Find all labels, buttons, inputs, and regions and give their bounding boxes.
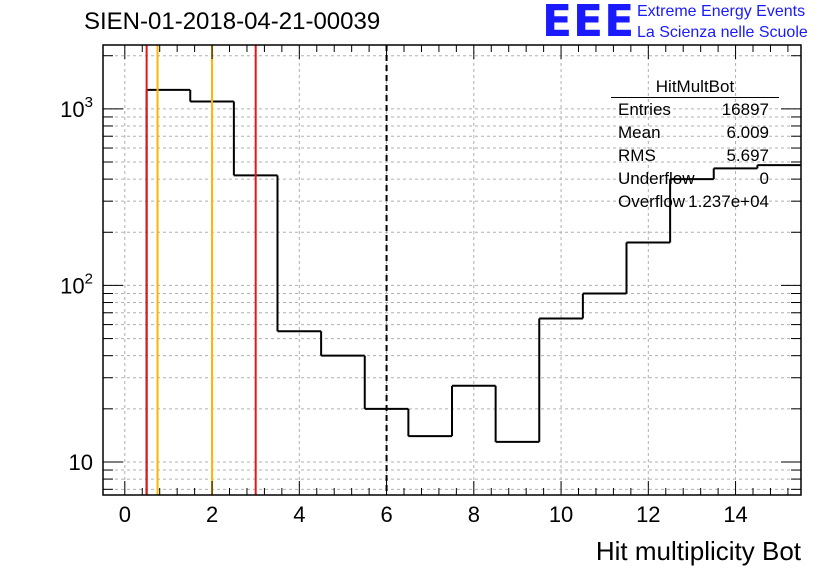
x-tick-label: 12 <box>636 502 660 527</box>
stats-value: 5.697 <box>726 146 769 165</box>
logo-subtitle-2: La Scienza nelle Scuole <box>637 24 808 41</box>
run-title: SIEN-01-2018-04-21-00039 <box>84 8 381 35</box>
stats-label: Underflow <box>618 169 695 188</box>
stats-label: Overflow <box>618 192 686 211</box>
x-tick-label: 6 <box>380 502 392 527</box>
y-tick-label: 102 <box>60 270 93 298</box>
marker-lines-layer <box>145 45 388 495</box>
y-tick-label: 103 <box>60 94 93 122</box>
stats-box: HitMultBot Entries 16897 Mean 6.009 RMS … <box>611 77 779 213</box>
x-tick-label: 8 <box>468 502 480 527</box>
plot-frame <box>102 44 802 496</box>
x-tick-label: 14 <box>723 502 747 527</box>
stats-value: 1.237e+04 <box>688 192 769 211</box>
y-tick-label: 10 <box>69 450 93 475</box>
logo-subtitle-1: Extreme Energy Events <box>637 3 806 20</box>
stats-title: HitMultBot <box>611 77 779 98</box>
stats-label: Entries <box>618 100 671 119</box>
stats-value: 0 <box>759 169 769 188</box>
stats-row: Entries 16897 <box>611 98 779 121</box>
x-tick-label: 4 <box>293 502 305 527</box>
stats-row: Underflow 0 <box>611 167 779 190</box>
tick-labels-layer: 0 2 4 6 8 10 12 14 10 102 103 <box>60 94 748 527</box>
x-tick-label: 0 <box>119 502 131 527</box>
stats-row: Overflow 1.237e+04 <box>611 190 779 213</box>
stats-label: Mean <box>618 123 661 142</box>
stats-label: RMS <box>618 146 656 165</box>
axes-layer <box>102 44 802 496</box>
stats-row: Mean 6.009 <box>611 121 779 144</box>
stats-value: 16897 <box>721 100 769 119</box>
stats-row: RMS 5.697 <box>611 144 779 167</box>
x-tick-label: 2 <box>206 502 218 527</box>
eee-logo: EEE <box>542 0 636 47</box>
x-tick-label: 10 <box>549 502 573 527</box>
x-axis-label: Hit multiplicity Bot <box>596 536 802 566</box>
stats-value: 6.009 <box>726 123 769 142</box>
